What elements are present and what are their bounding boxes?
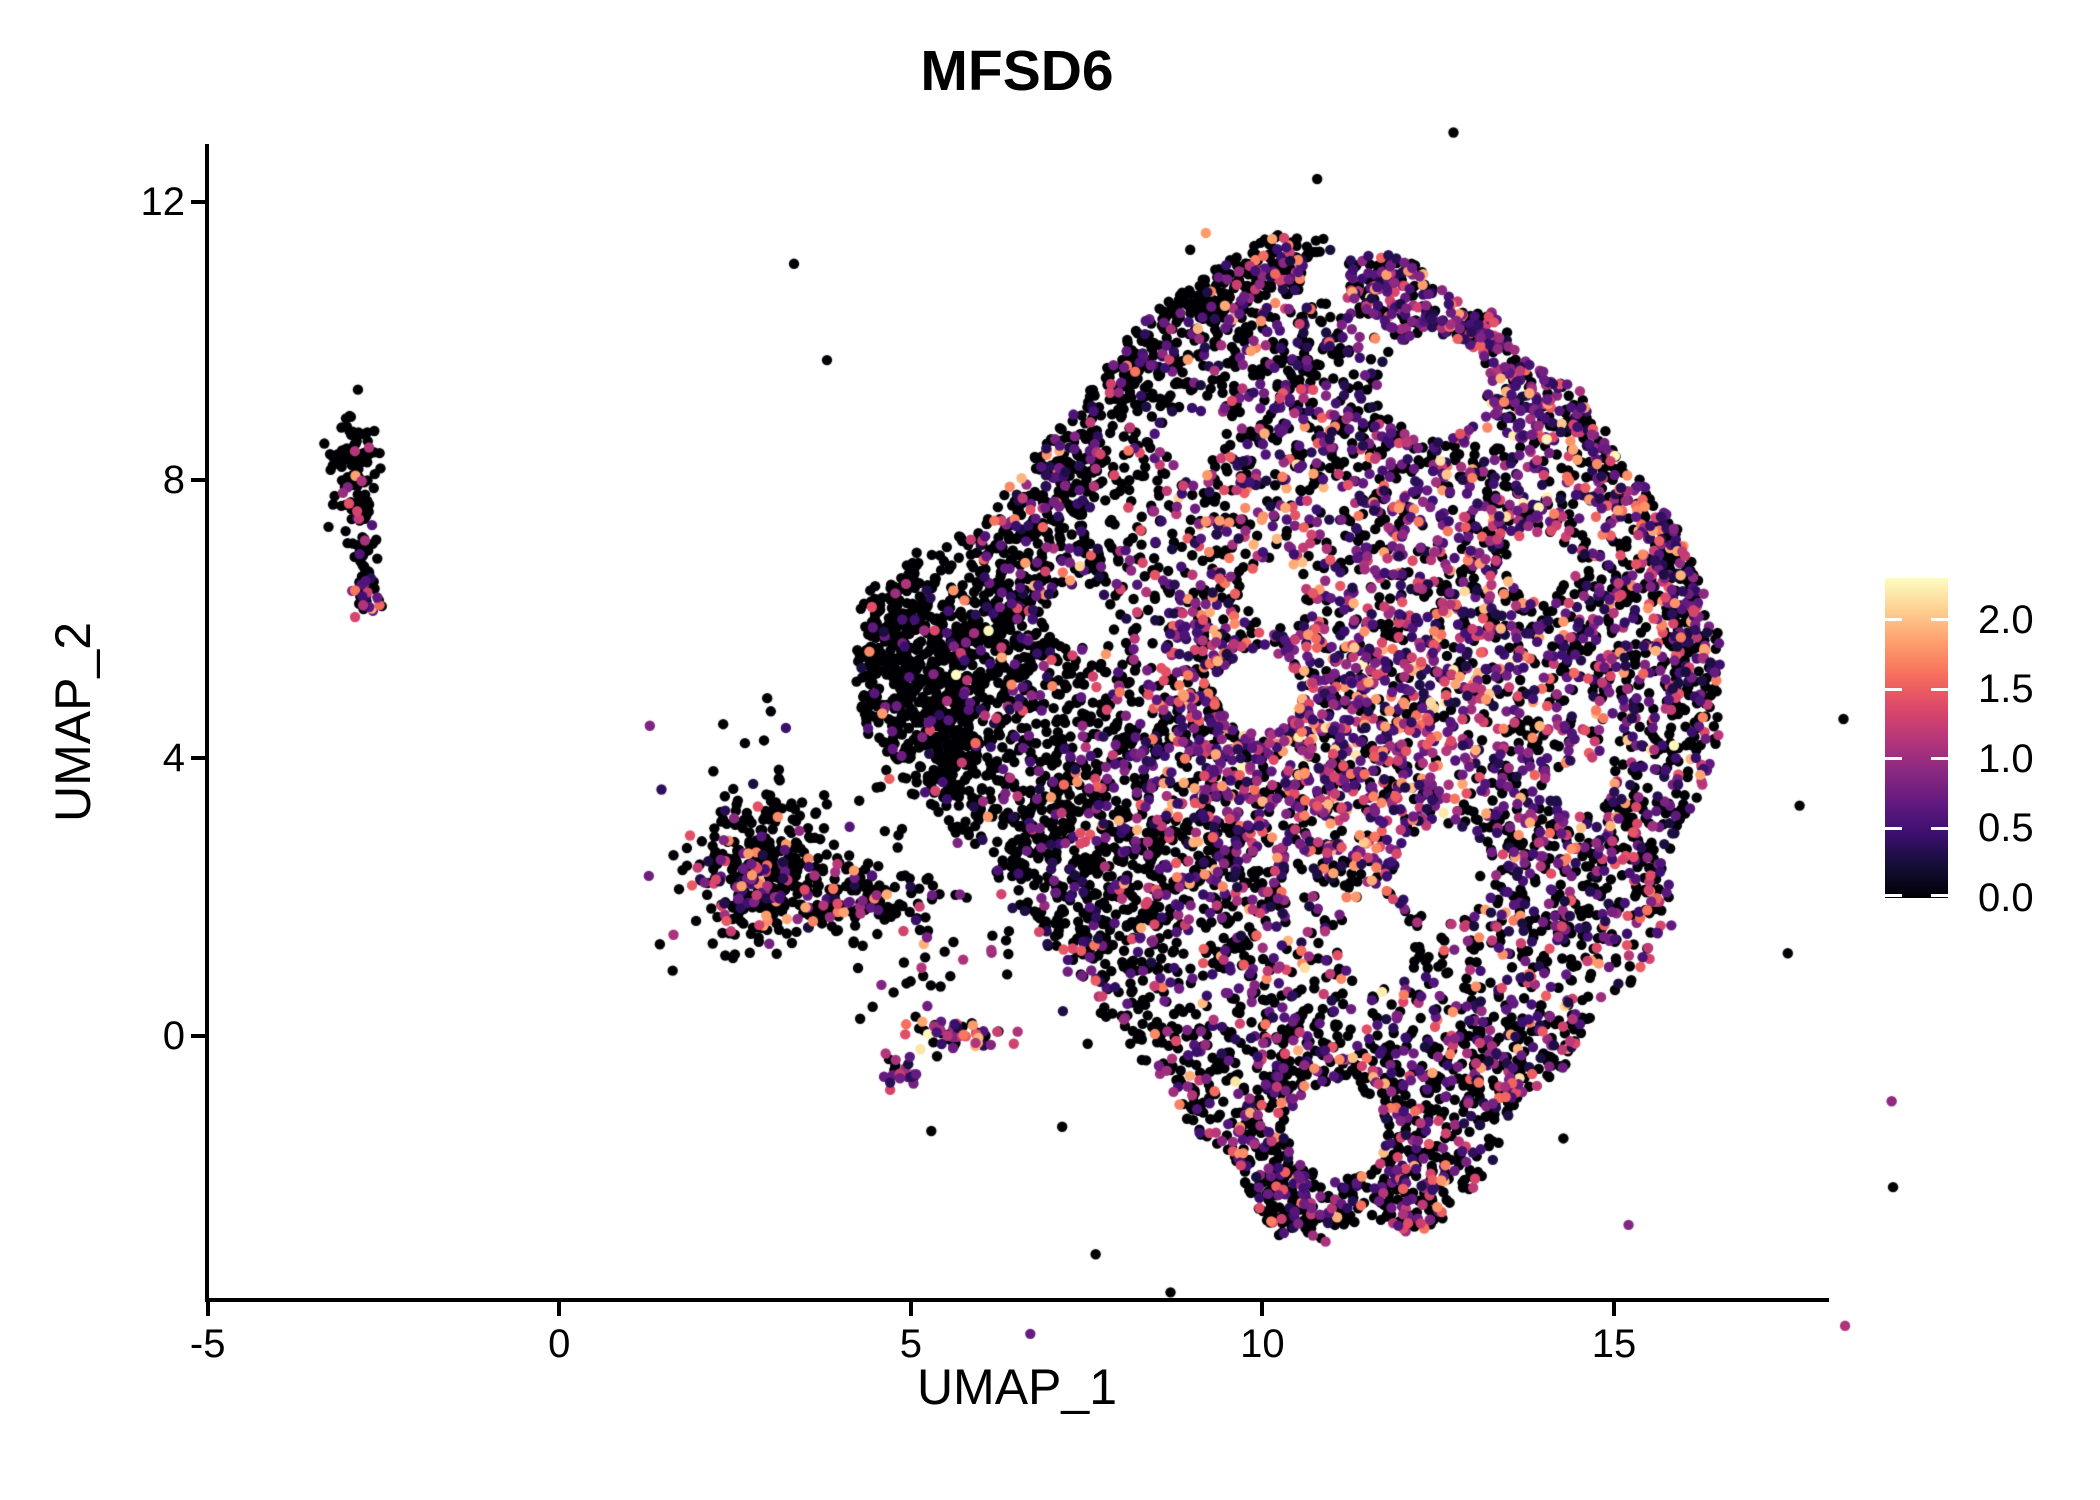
colorbar-tick-dash	[1885, 757, 1902, 761]
x-tick-label: -5	[189, 1322, 226, 1366]
y-tick-label: 4	[162, 735, 185, 780]
y-tick-label: 8	[162, 457, 185, 502]
y-tick-mark	[191, 199, 205, 204]
colorbar-tick-dash	[1931, 757, 1948, 761]
colorbar-tick-dash	[1885, 687, 1902, 691]
y-axis-title: UMAP_2	[45, 621, 101, 823]
x-tick-mark	[1260, 1302, 1265, 1316]
x-axis-line	[205, 1298, 1829, 1302]
x-tick-mark	[557, 1302, 562, 1316]
y-axis-line	[205, 144, 209, 1302]
colorbar-tick-dash	[1931, 618, 1948, 622]
x-tick-label: 15	[1591, 1322, 1637, 1366]
colorbar-tick-dash	[1885, 893, 1902, 897]
plot-title: MFSD6	[920, 39, 1114, 103]
colorbar-tick-dash	[1931, 687, 1948, 691]
colorbar-tick-label: 0.0	[1978, 876, 2034, 920]
y-tick-label: 0	[162, 1013, 185, 1058]
y-tick-mark	[191, 477, 205, 482]
colorbar-tick-label: 1.5	[1978, 667, 2034, 712]
x-tick-mark	[908, 1302, 913, 1316]
colorbar-tick-dash	[1931, 893, 1948, 897]
colorbar-gradient	[1885, 578, 1948, 898]
x-tick-label: 0	[548, 1322, 571, 1366]
x-tick-mark	[205, 1302, 210, 1316]
colorbar-tick-label: 1.0	[1978, 736, 2034, 781]
colorbar-tick-dash	[1931, 826, 1948, 830]
x-tick-label: 10	[1240, 1322, 1285, 1366]
colorbar-tick-dash	[1885, 618, 1902, 622]
colorbar-tick-dash	[1885, 826, 1902, 830]
y-tick-label: 12	[140, 179, 186, 224]
colorbar-tick-label: 0.5	[1978, 806, 2034, 851]
x-tick-mark	[1611, 1302, 1616, 1316]
x-axis-title: UMAP_1	[916, 1359, 1118, 1415]
x-tick-label: 5	[899, 1322, 922, 1366]
y-tick-mark	[191, 1033, 205, 1038]
colorbar-tick-label: 2.0	[1978, 597, 2034, 642]
y-tick-mark	[191, 755, 205, 760]
